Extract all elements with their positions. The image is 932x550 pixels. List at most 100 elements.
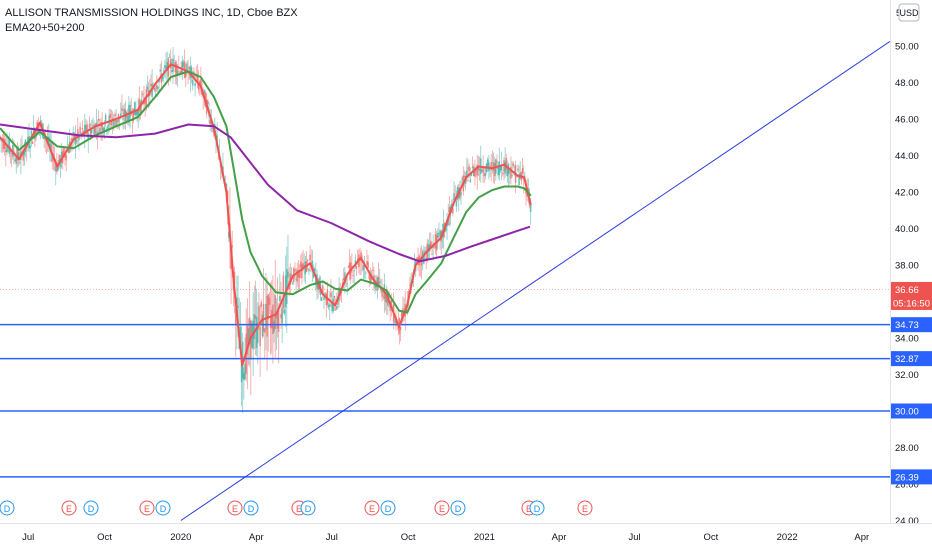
dividend-marker[interactable]: D (529, 500, 545, 516)
level-price-tag (891, 469, 932, 485)
candle-body (282, 275, 285, 308)
candle-body (184, 71, 187, 78)
earnings-marker[interactable]: E (139, 500, 155, 516)
time-tick-label: Apr (249, 532, 264, 543)
horizontal-levels (0, 289, 890, 478)
candle-body (261, 314, 264, 336)
candle-body (518, 174, 520, 185)
dividend-marker[interactable]: D (243, 500, 259, 516)
candle-body (231, 245, 234, 248)
candle-body (17, 152, 20, 160)
candle-body (77, 129, 79, 135)
candle-body (322, 285, 324, 295)
candle-body (378, 281, 381, 284)
marker-label: E (66, 504, 72, 514)
candle-body (511, 175, 513, 177)
candle-body (256, 322, 259, 344)
candle-body (272, 304, 274, 335)
candle-body (491, 162, 494, 163)
candle-body (211, 128, 214, 129)
candle-body (423, 254, 425, 264)
price-tick-label: 46.00 (895, 115, 919, 126)
marker-label: D (248, 504, 255, 514)
earnings-marker[interactable]: E (227, 500, 243, 516)
earnings-marker[interactable]: E (364, 500, 380, 516)
candle-body (521, 168, 524, 174)
candle-body (99, 128, 101, 134)
candle-body (159, 69, 162, 72)
price-tick-label: 28.00 (895, 443, 919, 454)
earnings-marker[interactable]: E (577, 500, 593, 516)
candle-body (299, 261, 302, 268)
candle-body (244, 363, 246, 380)
candle-body (90, 128, 93, 134)
candle-body (502, 173, 504, 175)
candle-body (246, 325, 249, 355)
time-tick-label: Jul (22, 532, 34, 543)
candle-body (78, 134, 80, 141)
candle-body (294, 269, 296, 272)
candle-body (315, 275, 317, 286)
candle-body (268, 297, 271, 305)
candle-body (22, 150, 25, 161)
candle-body (144, 100, 146, 104)
candle-body (50, 142, 52, 151)
candle-body (287, 271, 289, 278)
candle-body (276, 311, 279, 329)
chart-legend: ALLISON TRANSMISSION HOLDINGS INC, 1D, C… (5, 6, 298, 36)
candle-body (154, 89, 157, 91)
candle-body (137, 107, 139, 118)
indicator-label: EMA20+50+200 (5, 22, 85, 34)
candle-body (463, 176, 466, 177)
candle-body (455, 200, 458, 207)
candle-body (297, 270, 300, 278)
marker-label: D (455, 504, 462, 514)
candle-body (146, 86, 149, 90)
earnings-marker[interactable]: E (61, 500, 77, 516)
dividend-marker[interactable]: D (0, 500, 15, 516)
candle-body (399, 327, 402, 330)
candle-body (196, 75, 199, 83)
price-tick-label: 34.00 (895, 334, 919, 345)
candle-body (171, 69, 173, 73)
dividend-marker[interactable]: D (300, 500, 316, 516)
dividend-marker[interactable]: D (155, 500, 171, 516)
candle-body (454, 197, 457, 198)
candle-body (23, 151, 26, 156)
candle-body (191, 79, 194, 86)
candle-body (416, 257, 418, 259)
currency-label: USD (899, 8, 919, 18)
level-price-tag (891, 317, 932, 333)
candle-body (301, 263, 303, 279)
marker-label: E (369, 504, 375, 514)
candle-body (54, 165, 57, 171)
earnings-marker[interactable]: E (434, 500, 450, 516)
marker-label: E (296, 504, 302, 514)
candle-body (364, 272, 367, 274)
last-price-value: 36.66 (895, 285, 919, 296)
candle-body (477, 166, 480, 171)
candle-body (412, 281, 415, 283)
candle-body (65, 154, 67, 161)
candle-body (2, 138, 5, 149)
dividend-marker[interactable]: D (380, 500, 396, 516)
price-axis: 5USD50.0048.0046.0044.0042.0040.0038.003… (890, 0, 932, 550)
candle-body (195, 75, 198, 77)
candle-body (155, 85, 158, 90)
ema-line-2 (0, 70, 532, 314)
dividend-marker[interactable]: D (83, 500, 99, 516)
candle-body (240, 355, 243, 383)
candle-body (89, 129, 92, 136)
candle-body (486, 159, 489, 168)
dividend-marker[interactable]: D (450, 500, 466, 516)
candle-body (368, 274, 371, 280)
candle-body (470, 173, 473, 176)
candle-body (109, 113, 112, 118)
ema-line-1 (0, 63, 532, 367)
candle-body (270, 309, 273, 329)
level-price-label: 26.39 (895, 472, 919, 483)
price-tick-label: 48.00 (895, 78, 919, 89)
currency-badge (898, 3, 920, 22)
